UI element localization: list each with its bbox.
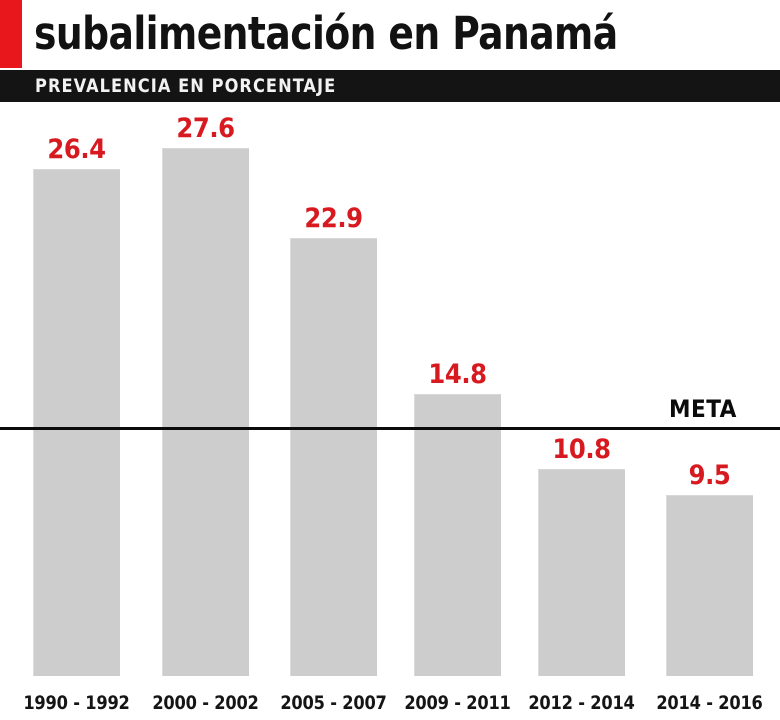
bar-rect [538, 469, 625, 676]
bar-value-label: 9.5 [688, 460, 731, 491]
bar-value-label: 14.8 [428, 359, 487, 390]
bar-value-label: 22.9 [304, 203, 363, 234]
bar-rect [162, 148, 249, 676]
bar-category-label: 2014 - 2016 [656, 692, 763, 714]
bar-value-label: 27.6 [176, 113, 235, 144]
chart-subtitle: PREVALENCIA EN PORCENTAJE [35, 75, 337, 97]
bar-rect [414, 394, 501, 676]
bar-category-label: 2005 - 2007 [280, 692, 387, 714]
bar-category-label: 1990 - 1992 [23, 692, 130, 714]
bar-rect [33, 169, 120, 676]
bar-rect [666, 495, 753, 676]
bar-value-label: 10.8 [552, 434, 611, 465]
plot-area: 26.4 1990 - 1992 27.6 2000 - 2002 22.9 2… [0, 102, 780, 720]
page-title: subalimentación en Panamá [34, 7, 618, 60]
subtitle-bar [0, 70, 780, 102]
bar-value-label: 26.4 [47, 134, 106, 165]
chart-header: subalimentación en Panamá PREVALENCIA EN… [0, 0, 780, 102]
bar-category-label: 2000 - 2002 [152, 692, 259, 714]
bar-rect [290, 238, 377, 676]
meta-reference-line [0, 427, 780, 430]
bar-category-label: 2009 - 2011 [404, 692, 511, 714]
bar-category-label: 2012 - 2014 [528, 692, 635, 714]
meta-label: META [669, 395, 737, 423]
header-accent-block [0, 0, 22, 68]
